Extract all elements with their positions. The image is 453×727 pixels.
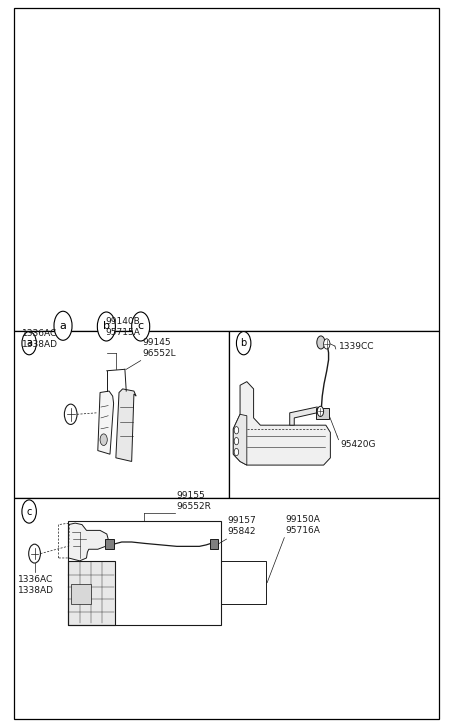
Circle shape bbox=[64, 404, 77, 425]
Text: 1336AC
1338AD: 1336AC 1338AD bbox=[18, 575, 54, 595]
Text: 99140B
95715A: 99140B 95715A bbox=[105, 316, 140, 337]
Circle shape bbox=[100, 434, 107, 446]
Text: 99150A
95716A: 99150A 95716A bbox=[285, 515, 320, 536]
Polygon shape bbox=[116, 389, 136, 462]
Text: a: a bbox=[26, 338, 32, 348]
Text: b: b bbox=[241, 338, 247, 348]
Bar bbox=[14, 498, 439, 719]
Polygon shape bbox=[290, 407, 328, 425]
Text: c: c bbox=[138, 321, 144, 332]
Bar bbox=[316, 409, 329, 419]
Text: b: b bbox=[103, 321, 110, 332]
Bar bbox=[67, 561, 115, 624]
Bar bbox=[221, 561, 266, 604]
Circle shape bbox=[97, 312, 116, 341]
Bar bbox=[14, 331, 229, 498]
Circle shape bbox=[317, 406, 323, 417]
Circle shape bbox=[22, 500, 36, 523]
Text: 99157
95842: 99157 95842 bbox=[228, 516, 256, 537]
Bar bbox=[210, 539, 218, 550]
Circle shape bbox=[236, 332, 251, 355]
Bar bbox=[14, 8, 439, 331]
Circle shape bbox=[317, 336, 325, 349]
Bar bbox=[71, 584, 91, 604]
Polygon shape bbox=[233, 382, 330, 465]
Text: 95420G: 95420G bbox=[340, 441, 376, 449]
Text: 99155
96552R: 99155 96552R bbox=[176, 491, 211, 511]
Circle shape bbox=[54, 311, 72, 340]
Text: c: c bbox=[26, 507, 32, 516]
Circle shape bbox=[234, 427, 239, 434]
Text: 99145
96552L: 99145 96552L bbox=[142, 338, 176, 358]
Bar bbox=[106, 539, 114, 550]
Bar bbox=[229, 331, 439, 498]
Text: 1336AC
1338AD: 1336AC 1338AD bbox=[22, 329, 58, 349]
Text: 1339CC: 1339CC bbox=[338, 342, 374, 350]
Polygon shape bbox=[68, 523, 108, 561]
Circle shape bbox=[234, 438, 239, 445]
Circle shape bbox=[234, 449, 239, 456]
Polygon shape bbox=[98, 391, 114, 454]
Polygon shape bbox=[233, 414, 247, 465]
Text: a: a bbox=[60, 321, 67, 331]
Circle shape bbox=[29, 545, 40, 563]
Circle shape bbox=[22, 332, 36, 355]
Circle shape bbox=[323, 339, 330, 349]
Circle shape bbox=[132, 312, 150, 341]
